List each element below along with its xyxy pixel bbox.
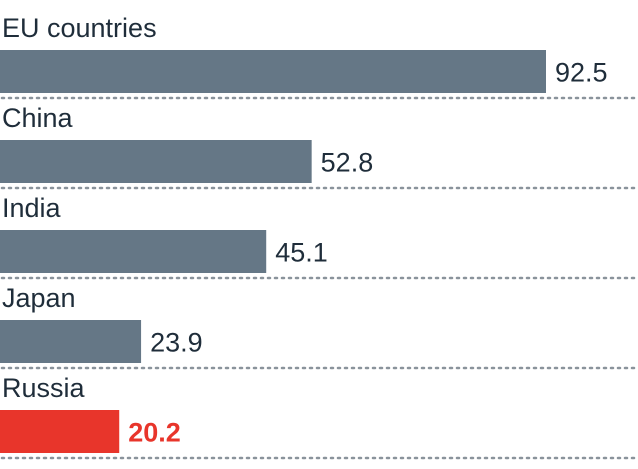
bar (0, 230, 267, 273)
value-label: 92.5 (555, 58, 608, 88)
value-label: 20.2 (128, 418, 181, 448)
value-label: 45.1 (275, 238, 328, 268)
category-label: China (2, 103, 74, 133)
category-label: Japan (2, 283, 76, 313)
bar-row-japan: Japan 23.9 (0, 283, 638, 370)
bar-row-india: India 45.1 (0, 193, 638, 280)
category-label: India (2, 193, 62, 223)
bar (0, 140, 312, 183)
bar-rows: EU countries 92.5 China 52.8 India 45.1 Japan 2… (0, 13, 638, 460)
category-label: Russia (2, 373, 86, 403)
bar (0, 50, 546, 93)
bar (0, 320, 142, 363)
category-label: EU countries (2, 13, 157, 43)
bar-row-china: China 52.8 (0, 103, 638, 190)
value-label: 23.9 (150, 328, 203, 358)
bar-row-eu-countries: EU countries 92.5 (0, 13, 638, 100)
bar-row-russia: Russia 20.2 (0, 373, 638, 460)
bar (0, 410, 120, 453)
value-label: 52.8 (321, 148, 374, 178)
